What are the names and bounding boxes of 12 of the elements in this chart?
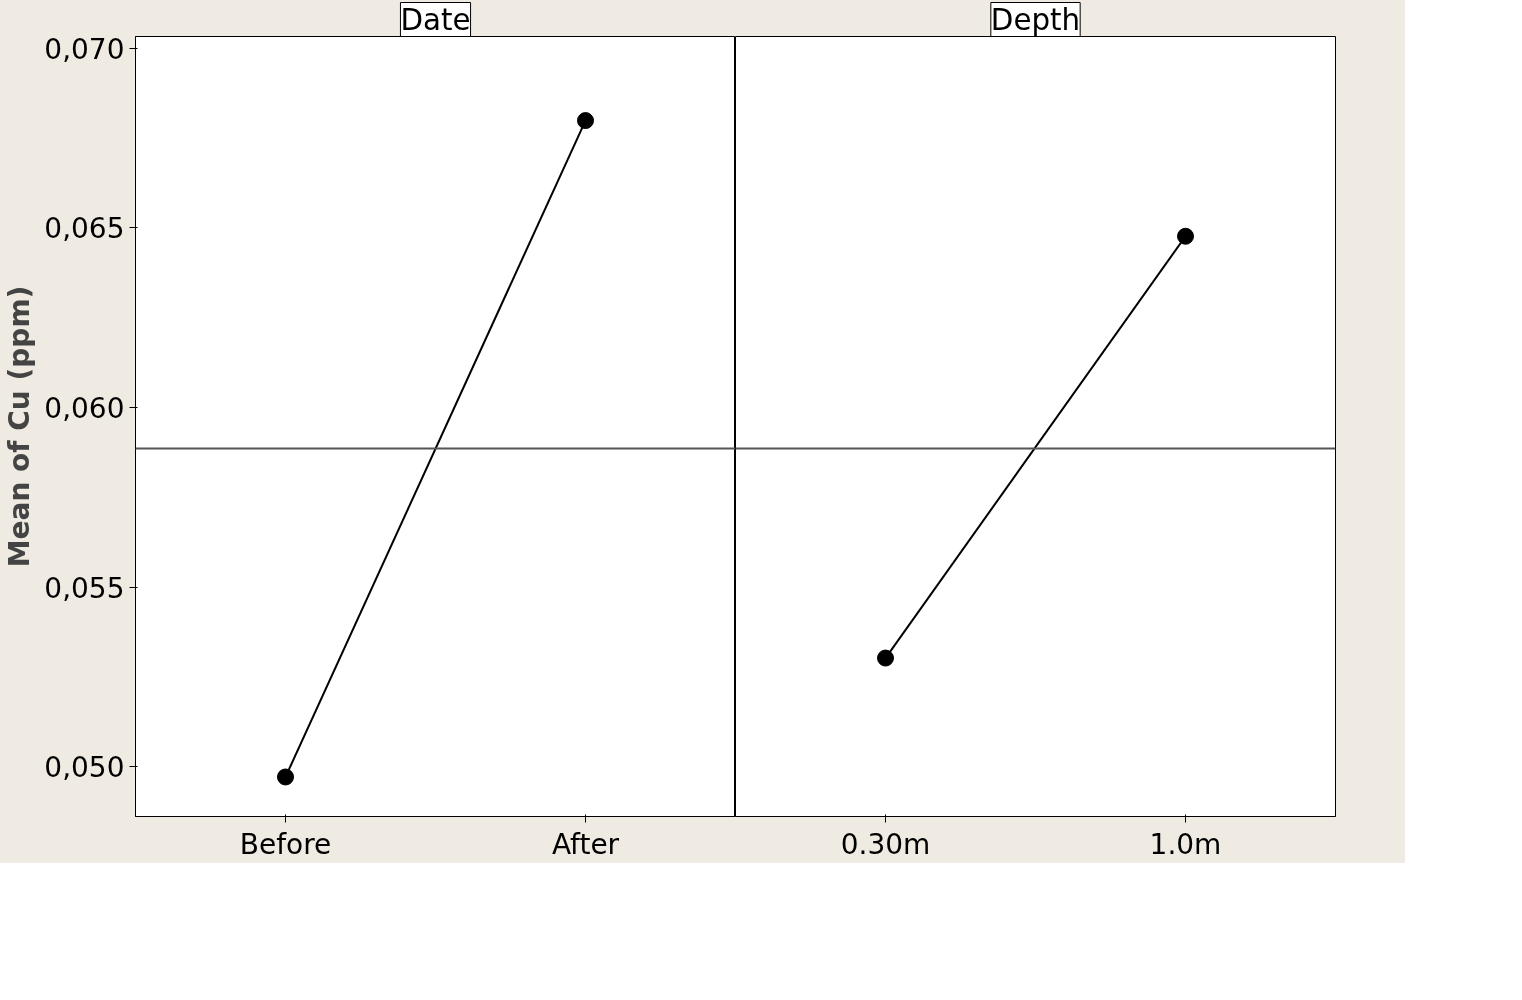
x-tick-label: Before bbox=[239, 827, 332, 861]
y-tick-label: 0,065 bbox=[44, 212, 125, 246]
chart-title: Depth bbox=[990, 2, 1081, 37]
y-tick-label: 0,070 bbox=[44, 32, 125, 66]
y-tick-label: 0,060 bbox=[44, 392, 125, 426]
x-tick-label: 1.0m bbox=[1149, 827, 1222, 861]
y-tick-label: 0,050 bbox=[44, 751, 125, 785]
y-axis-title: Mean of Cu (ppm) bbox=[3, 285, 37, 568]
x-tick-label: After bbox=[551, 827, 620, 861]
chart-title: Date bbox=[400, 2, 471, 37]
x-tick-label: 0.30m bbox=[840, 827, 931, 861]
y-tick-label: 0,055 bbox=[44, 571, 125, 605]
